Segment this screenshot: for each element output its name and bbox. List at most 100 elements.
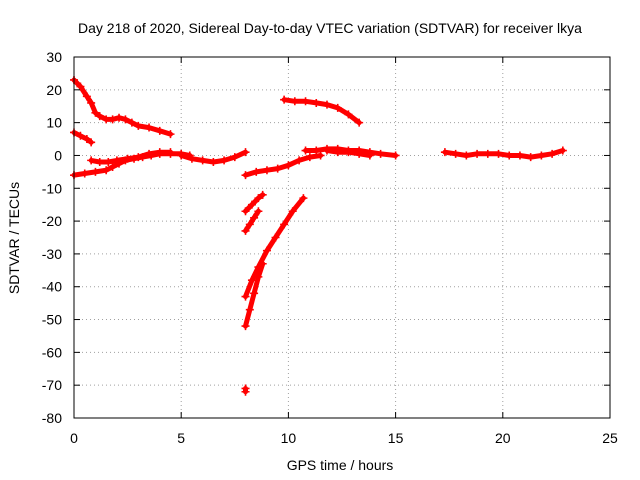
data-point: [440, 148, 449, 157]
x-axis-ticks: 0 5 10 15 20 25: [70, 57, 618, 446]
data-point: [548, 149, 557, 158]
x-tick-label: 5: [177, 430, 185, 446]
data-point: [376, 149, 385, 158]
y-tick-label: 30: [46, 49, 62, 65]
data-point: [312, 146, 321, 155]
data-point: [127, 118, 136, 127]
y-tick-label: -10: [42, 180, 62, 196]
data-point: [187, 154, 196, 163]
data-point: [494, 149, 503, 158]
data-point: [451, 149, 460, 158]
data-point: [262, 166, 271, 175]
data-point: [280, 220, 289, 229]
track-band: [243, 192, 266, 214]
data-point: [134, 153, 143, 162]
data-point: [220, 156, 229, 165]
data-point: [284, 161, 293, 170]
data-point: [262, 246, 271, 255]
data-point: [145, 123, 154, 132]
grid-lines: [74, 57, 610, 418]
data-point: [108, 162, 117, 171]
data-point: [355, 149, 364, 158]
data-point: [247, 200, 256, 209]
data-point: [241, 207, 250, 216]
data-point: [316, 151, 325, 160]
data-point: [515, 151, 524, 160]
data-point: [355, 118, 364, 127]
data-point: [526, 153, 535, 162]
y-tick-label: -80: [42, 410, 62, 426]
y-tick-label: -70: [42, 377, 62, 393]
y-tick-label: -30: [42, 246, 62, 262]
y-axis-ticks: 30 20 10 0 -10 -20 -30 -40 -50 -60 -70 -80: [42, 49, 610, 426]
data-point: [241, 226, 250, 235]
data-point: [87, 156, 96, 165]
data-point: [558, 146, 567, 155]
y-tick-label: 0: [54, 147, 62, 163]
data-track: [241, 384, 250, 396]
data-point: [166, 130, 175, 139]
data-point: [102, 166, 111, 175]
data-point: [295, 156, 304, 165]
data-point: [344, 110, 353, 119]
y-axis-label: SDTVAR / TECUs: [6, 182, 22, 294]
data-point: [104, 158, 113, 167]
x-tick-label: 25: [602, 430, 618, 446]
data-point: [87, 138, 96, 147]
data-point: [247, 276, 256, 285]
data-point: [333, 103, 342, 112]
data-point: [301, 146, 310, 155]
data-point: [115, 113, 124, 122]
data-point: [305, 153, 314, 162]
data-point: [254, 272, 263, 281]
data-point: [241, 292, 250, 301]
data-point: [241, 387, 250, 396]
plot-frame: [73, 56, 611, 419]
data-track: [241, 151, 325, 180]
data-point: [198, 156, 207, 165]
data-point: [155, 148, 164, 157]
data-point: [245, 305, 254, 314]
data-point: [301, 97, 310, 106]
data-point: [112, 156, 121, 165]
data-point: [82, 135, 91, 144]
data-point: [333, 148, 342, 157]
plot-area: [70, 75, 567, 396]
data-point: [462, 151, 471, 160]
data-point: [76, 82, 85, 91]
data-point: [230, 153, 239, 162]
data-point: [82, 92, 91, 101]
y-tick-label: -50: [42, 312, 62, 328]
data-point: [254, 207, 263, 216]
data-track: [241, 259, 267, 331]
track-band: [71, 130, 94, 145]
data-point: [80, 169, 89, 178]
data-point: [145, 149, 154, 158]
data-point: [241, 148, 250, 157]
data-point: [121, 115, 130, 124]
y-tick-label: 10: [46, 115, 62, 131]
data-point: [108, 115, 117, 124]
track-band: [71, 77, 173, 137]
data-point: [299, 194, 308, 203]
data-point: [258, 259, 267, 268]
data-point: [505, 151, 514, 160]
data-point: [245, 220, 254, 229]
data-point: [537, 151, 546, 160]
data-point: [91, 108, 100, 117]
data-track: [70, 149, 194, 180]
data-point: [271, 233, 280, 242]
data-point: [95, 158, 104, 167]
y-tick-label: -40: [42, 279, 62, 295]
data-point: [87, 98, 96, 107]
data-point: [312, 98, 321, 107]
data-point: [250, 289, 259, 298]
data-point: [91, 167, 100, 176]
data-point: [322, 100, 331, 109]
track-band: [88, 149, 173, 165]
data-point: [250, 213, 259, 222]
data-point: [344, 148, 353, 157]
data-track: [440, 146, 567, 162]
data-point: [280, 95, 289, 104]
